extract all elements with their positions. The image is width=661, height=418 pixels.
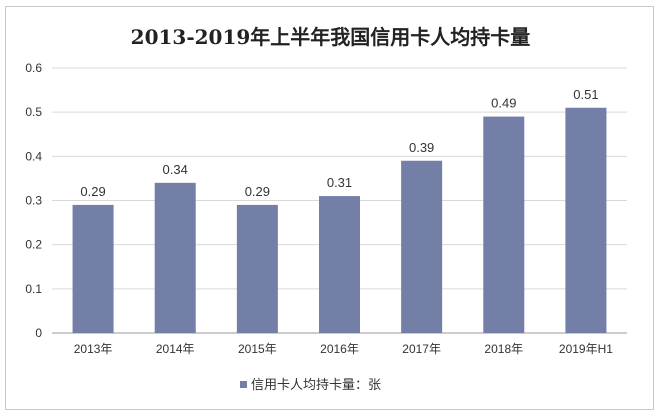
bar <box>483 116 525 333</box>
x-tick-label: 2015年 <box>238 342 277 356</box>
y-tick-label: 0.2 <box>25 238 42 252</box>
x-tick-label: 2013年 <box>74 342 113 356</box>
data-label: 0.29 <box>245 184 270 199</box>
bar <box>565 107 607 333</box>
bar <box>319 196 360 333</box>
bar <box>154 182 196 333</box>
data-label: 0.51 <box>573 87 598 102</box>
x-tick-label: 2018年 <box>484 342 523 356</box>
x-tick-label: 2014年 <box>156 342 195 356</box>
bar <box>401 160 443 333</box>
bar <box>236 204 278 333</box>
x-tick-label: 2016年 <box>320 342 359 356</box>
y-tick-label: 0 <box>35 326 42 340</box>
x-tick-label: 2019年H1 <box>559 342 613 356</box>
data-label: 0.49 <box>491 96 516 111</box>
legend-swatch <box>240 381 247 388</box>
bar <box>72 204 114 333</box>
data-label: 0.31 <box>327 175 352 190</box>
y-tick-label: 0.3 <box>25 194 42 208</box>
data-label: 0.34 <box>163 162 188 177</box>
legend-label: 信用卡人均持卡量：张 <box>251 377 381 392</box>
data-label: 0.29 <box>80 184 105 199</box>
y-tick-label: 0.5 <box>25 105 42 119</box>
y-tick-label: 0.6 <box>25 61 42 75</box>
chart-title: 2013-2019年上半年我国信用卡人均持卡量 <box>131 25 531 49</box>
y-tick-label: 0.4 <box>25 149 42 163</box>
y-tick-label: 0.1 <box>25 282 42 296</box>
x-tick-label: 2017年 <box>402 342 441 356</box>
data-label: 0.39 <box>409 140 434 155</box>
